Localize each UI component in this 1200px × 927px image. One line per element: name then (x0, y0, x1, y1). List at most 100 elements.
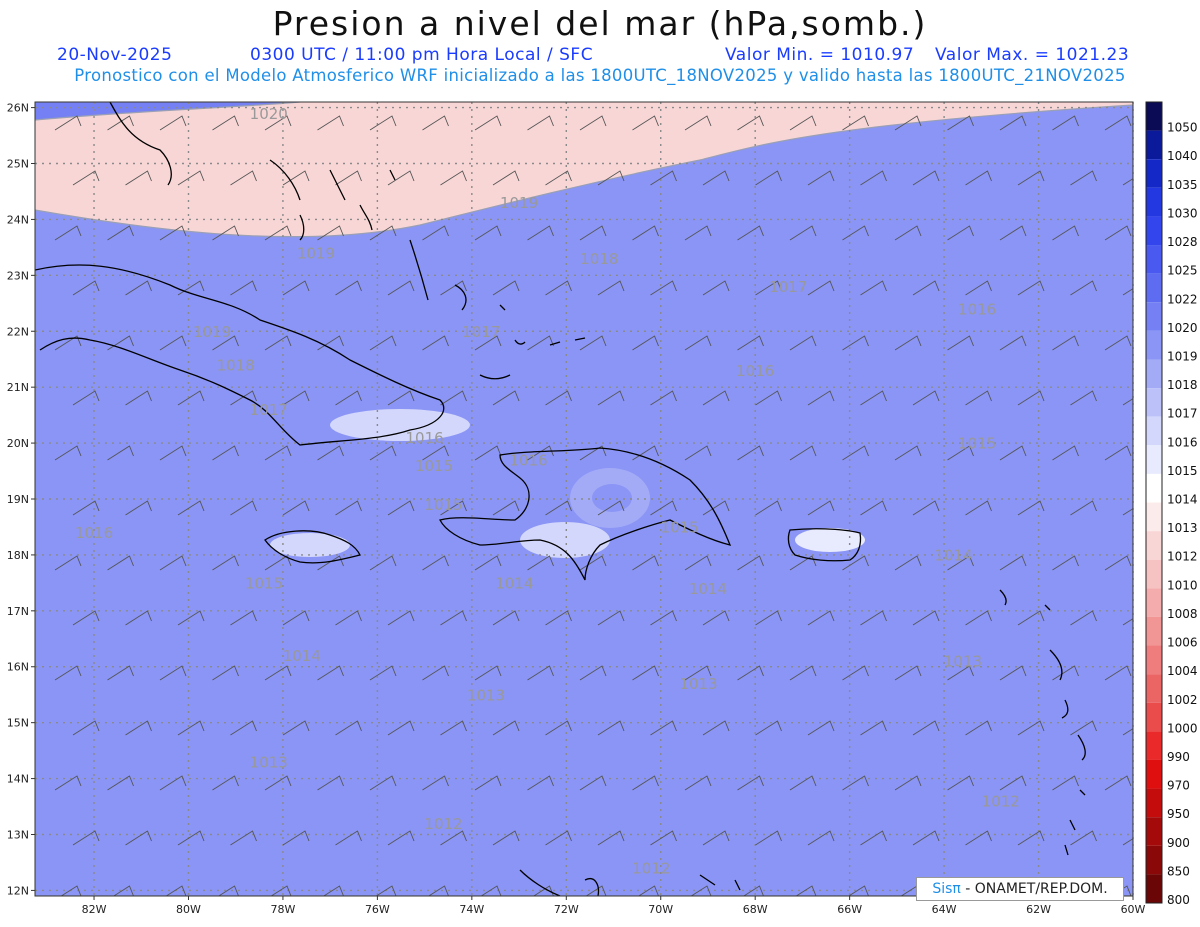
wind-barb (684, 115, 712, 131)
colorbar-label: 1022 (1167, 292, 1198, 306)
wind-barb (427, 885, 449, 896)
lat-label: 14N (7, 773, 29, 786)
wind-barb (177, 610, 205, 626)
isobar-label: 1013 (944, 653, 982, 671)
wind-barb (264, 665, 292, 681)
wind-barb (545, 720, 572, 736)
wind-barb (422, 665, 449, 681)
wind-barb (650, 720, 677, 736)
colorbar-swatch (1146, 473, 1162, 503)
wind-barb (842, 665, 869, 681)
wind-barb (807, 830, 835, 846)
wind-barb (545, 830, 572, 846)
colorbar-swatch (1146, 731, 1162, 760)
colorbar-label: 1008 (1167, 607, 1198, 621)
isobar-label: 1016 (736, 362, 774, 380)
wind-barb (54, 115, 82, 131)
wind-barb (632, 335, 659, 351)
wind-barb (282, 720, 310, 736)
colorbar-swatch (1146, 502, 1162, 532)
wind-barb (545, 170, 572, 186)
wind-barb (894, 225, 922, 241)
wind-barb (737, 555, 764, 571)
wind-barb (125, 170, 152, 186)
wind-barb (1052, 445, 1079, 461)
colorbar-label: 900 (1167, 836, 1190, 850)
wind-barb (492, 170, 520, 186)
wind-barb (684, 225, 712, 241)
wind-barb (795, 885, 817, 896)
wind-barb (369, 225, 397, 241)
wind-barb (474, 335, 502, 351)
wind-barb (737, 775, 764, 791)
wind-barb (264, 335, 292, 351)
colorbar-label: 1016 (1167, 435, 1198, 449)
colorbar-swatch (1146, 359, 1162, 389)
credit-box: Sisπ - ONAMET/REP.DOM. (916, 877, 1124, 901)
hispaniola-south (520, 522, 610, 558)
colorbar-swatch (1146, 645, 1162, 675)
wind-barb (1122, 178, 1133, 186)
lon-label: 76W (365, 903, 390, 916)
wind-barb (159, 555, 187, 571)
isobar-label: 1019 (297, 245, 335, 263)
wind-barb (212, 115, 239, 131)
wind-barb (335, 390, 362, 406)
isobar-label: 1016 (75, 524, 113, 542)
wind-barb (107, 115, 134, 131)
wind-barb (212, 555, 239, 571)
lat-label: 13N (7, 828, 29, 841)
colorbar-frame (1145, 101, 1163, 904)
isobar-label: 1015 (245, 574, 283, 592)
wind-barb (999, 115, 1027, 131)
credit-text: - ONAMET/REP.DOM. (965, 881, 1108, 897)
wind-barb (1122, 728, 1133, 736)
wind-barb (54, 335, 82, 351)
wind-barb (159, 445, 187, 461)
wind-barb (474, 665, 502, 681)
wind-barb (230, 280, 257, 296)
isobar-label: 1013 (467, 686, 505, 704)
wind-barb (842, 555, 869, 571)
wind-barb (335, 720, 362, 736)
colorbar-label: 850 (1167, 864, 1190, 878)
wind-barb (894, 335, 922, 351)
wind-barb (545, 280, 572, 296)
max-value: Valor Max. = 1021.23 (935, 45, 1130, 65)
wind-barb (912, 720, 940, 736)
wind-barb (999, 335, 1027, 351)
lon-label: 60W (1121, 903, 1146, 916)
wind-barb (527, 225, 554, 241)
colorbar-swatch (1146, 102, 1162, 131)
jamaica-coast (264, 530, 361, 564)
wind-barb (947, 335, 974, 351)
colorbar-swatch (1146, 616, 1162, 646)
map-title: Presion a nivel del mar (hPa,somb.) (272, 4, 928, 43)
wind-barb (335, 170, 362, 186)
lesser-antilles-coast (999, 589, 1086, 856)
wind-barb (317, 225, 344, 241)
wind-barb (545, 390, 572, 406)
isobar-label: 1016 (958, 300, 996, 318)
wind-barb (159, 775, 187, 791)
lat-label: 24N (7, 213, 29, 226)
lon-label: 74W (459, 903, 484, 916)
wind-barb (650, 500, 677, 516)
colorbar-swatch (1146, 674, 1162, 703)
wind-barb (912, 280, 940, 296)
wind-barb (842, 445, 869, 461)
wind-barb (159, 335, 187, 351)
wind-barb (492, 830, 520, 846)
colorbar-label: 1004 (1167, 664, 1198, 678)
wind-barb (492, 390, 520, 406)
wind-barb (474, 555, 502, 571)
wind-barb (230, 170, 257, 186)
wind-barb (527, 445, 554, 461)
lat-label: 23N (7, 269, 29, 282)
wind-barb (440, 170, 467, 186)
wind-barb (1017, 500, 1045, 516)
wind-barb (755, 280, 782, 296)
wind-barb (1122, 288, 1133, 296)
wind-barb (474, 115, 502, 131)
